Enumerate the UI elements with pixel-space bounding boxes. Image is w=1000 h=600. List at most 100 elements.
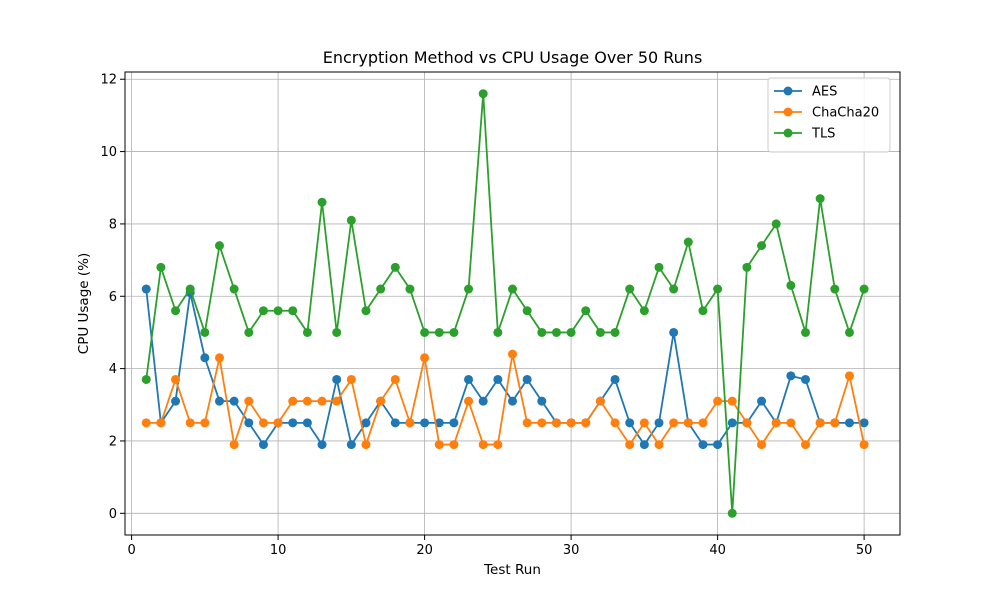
data-point [317, 197, 327, 207]
data-point [376, 396, 386, 406]
data-point [551, 418, 561, 428]
data-point [595, 396, 605, 406]
data-point [742, 418, 752, 428]
data-point [669, 327, 679, 337]
data-point [405, 284, 415, 294]
data-point [288, 418, 298, 428]
data-point [742, 262, 752, 272]
x-axis-label: Test Run [483, 562, 541, 578]
data-point [727, 396, 737, 406]
data-point [390, 418, 400, 428]
series-tls [141, 89, 869, 518]
data-point [478, 440, 488, 450]
data-point [141, 284, 151, 294]
data-point [625, 440, 635, 450]
data-point [390, 262, 400, 272]
data-point [639, 418, 649, 428]
data-point [713, 284, 723, 294]
data-point [346, 215, 356, 225]
x-tick-label: 30 [563, 543, 580, 558]
data-point [361, 440, 371, 450]
data-point [478, 89, 488, 99]
data-point [625, 284, 635, 294]
data-point [434, 440, 444, 450]
data-point [859, 418, 869, 428]
data-point [288, 396, 298, 406]
data-point [522, 374, 532, 384]
data-point [610, 418, 620, 428]
data-point [566, 418, 576, 428]
data-point [610, 374, 620, 384]
data-point [449, 327, 459, 337]
data-point [214, 241, 224, 251]
data-point [669, 418, 679, 428]
data-point [844, 371, 854, 381]
data-point [288, 306, 298, 316]
legend-marker [783, 128, 793, 138]
data-point [244, 327, 254, 337]
y-tick-label: 2 [109, 434, 117, 449]
x-tick-label: 20 [416, 543, 433, 558]
data-point [566, 327, 576, 337]
data-point [801, 440, 811, 450]
x-tick-label: 50 [856, 543, 873, 558]
data-point [229, 396, 239, 406]
y-tick-label: 12 [100, 73, 117, 88]
data-point [801, 374, 811, 384]
y-tick-label: 6 [109, 290, 117, 305]
data-point [478, 396, 488, 406]
data-point [639, 440, 649, 450]
data-point [332, 374, 342, 384]
data-point [244, 418, 254, 428]
grid [125, 72, 900, 535]
data-point [156, 262, 166, 272]
data-point [757, 241, 767, 251]
data-point [859, 284, 869, 294]
data-point [434, 327, 444, 337]
data-point [537, 396, 547, 406]
data-point [713, 440, 723, 450]
legend-marker [783, 107, 793, 117]
data-point [171, 396, 181, 406]
data-point [317, 440, 327, 450]
data-point [390, 374, 400, 384]
data-point [317, 396, 327, 406]
data-point [698, 440, 708, 450]
y-tick-label: 8 [109, 217, 117, 232]
data-point [508, 349, 517, 359]
data-point [464, 374, 474, 384]
data-point [859, 440, 869, 450]
data-point [683, 418, 693, 428]
data-point [200, 353, 210, 363]
legend-label: TLS [811, 127, 835, 142]
data-point [595, 327, 605, 337]
data-point [654, 440, 664, 450]
data-point [171, 306, 181, 316]
data-point [141, 374, 151, 384]
data-point [171, 374, 181, 384]
data-point [786, 418, 796, 428]
data-point [200, 418, 210, 428]
data-point [405, 418, 415, 428]
data-point [639, 306, 649, 316]
data-point [815, 418, 825, 428]
data-point [302, 396, 312, 406]
data-point [727, 418, 737, 428]
data-point [361, 418, 371, 428]
data-point [200, 327, 210, 337]
data-point [434, 418, 444, 428]
data-point [420, 418, 430, 428]
data-point [537, 418, 547, 428]
data-point [449, 418, 459, 428]
y-axis-label: CPU Usage (%) [76, 253, 92, 354]
data-point [727, 508, 737, 518]
data-point [654, 262, 664, 272]
data-point [610, 327, 620, 337]
data-point [786, 371, 796, 381]
data-point [713, 396, 723, 406]
data-point [683, 237, 693, 247]
data-point [698, 306, 708, 316]
data-point [258, 306, 268, 316]
data-point [420, 353, 430, 363]
